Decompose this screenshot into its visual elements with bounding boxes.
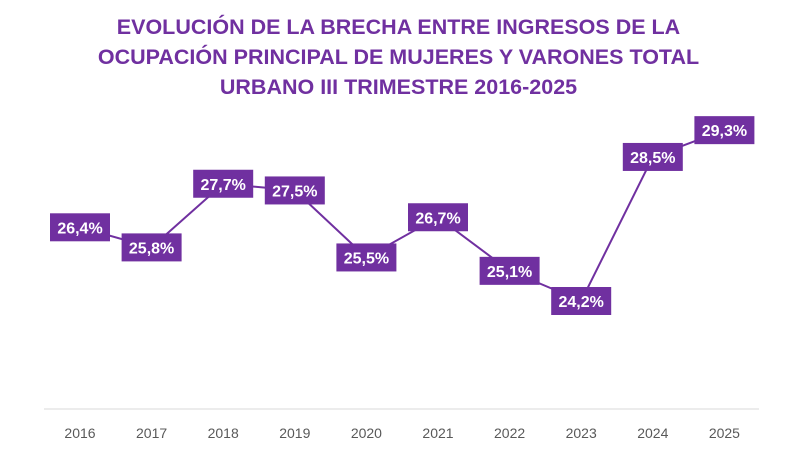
data-label-box	[336, 243, 397, 272]
data-label-text: 27,7%	[201, 177, 246, 194]
x-axis-ticks: 2016 2017 2018 2019 2020 2021 2022 2023 2024 2025	[64, 425, 740, 441]
data-label-text: 27,5%	[272, 183, 317, 200]
data-label-text: 25,5%	[344, 250, 389, 267]
data-label-box	[694, 116, 755, 145]
data-label-2017: 25,8%	[121, 233, 182, 262]
data-label-2023: 24,2%	[551, 287, 612, 315]
data-label-2024: 28,5%	[622, 142, 683, 171]
x-tick-label-2018: 2018	[208, 425, 239, 441]
x-tick-label-2023: 2023	[566, 425, 597, 441]
data-label-box	[479, 256, 540, 285]
x-tick-label-2024: 2024	[637, 425, 668, 441]
x-tick-label-2021: 2021	[422, 425, 453, 441]
data-label-text: 28,5%	[630, 150, 675, 167]
data-label-box	[264, 176, 325, 205]
x-tick-label-2025: 2025	[709, 425, 740, 441]
data-label-2016: 26,4%	[50, 213, 110, 242]
chart-title: EVOLUCIÓN DE LA BRECHA ENTRE INGRESOS DE…	[0, 12, 797, 102]
x-tick-label-2020: 2020	[351, 425, 382, 441]
data-label-2019: 27,5%	[264, 176, 325, 205]
data-label-text: 26,4%	[57, 220, 102, 237]
data-label-box	[50, 213, 110, 242]
data-label-box	[622, 142, 683, 171]
data-label-2020: 25,5%	[336, 243, 397, 272]
chart-title-line-2: OCUPACIÓN PRINCIPAL DE MUJERES Y VARONES…	[97, 45, 700, 69]
data-label-text: 25,1%	[487, 264, 532, 281]
data-label-2025: 29,3%	[694, 116, 755, 145]
data-label-text: 25,8%	[129, 240, 174, 257]
series-line	[79, 129, 725, 303]
data-label-box	[121, 233, 182, 262]
data-label-box	[193, 169, 254, 198]
data-label-box	[551, 287, 612, 315]
data-label-2022: 25,1%	[479, 256, 540, 285]
data-label-2018: 27,7%	[193, 169, 254, 198]
data-label-2021: 26,7%	[408, 203, 468, 232]
data-label-box	[408, 203, 468, 232]
x-tick-label-2017: 2017	[136, 425, 167, 441]
x-tick-label-2022: 2022	[494, 425, 525, 441]
chart-title-line-3: URBANO III TRIMESTRE 2016-2025	[219, 75, 578, 99]
data-labels: 26,4% 25,8% 27,7% 27,5% 25,5% 26,7% 25,1% 24,2%…	[50, 116, 755, 315]
x-tick-label-2019: 2019	[279, 425, 310, 441]
data-label-text: 29,3%	[702, 123, 747, 140]
chart-title-line-1: EVOLUCIÓN DE LA BRECHA ENTRE INGRESOS DE…	[116, 15, 681, 39]
data-label-text: 24,2%	[559, 294, 604, 311]
x-tick-label-2016: 2016	[64, 425, 95, 441]
data-label-text: 26,7%	[415, 210, 460, 227]
